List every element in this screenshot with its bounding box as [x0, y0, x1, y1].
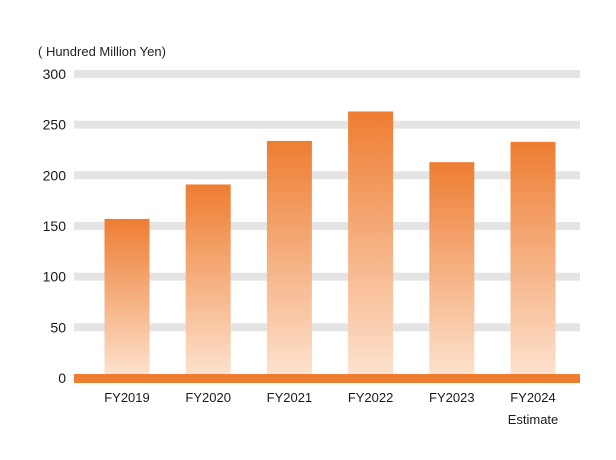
y-tick-label: 50	[50, 319, 66, 335]
bar	[429, 162, 475, 378]
x-axis-ticks: FY2019 FY2020 FY2021 FY2022 FY2023 FY2024 Esti…	[104, 390, 558, 427]
x-tick-label: FY2019	[104, 390, 150, 405]
bar	[510, 141, 556, 378]
grid-line	[74, 272, 580, 281]
x-tick-label: FY2020	[185, 390, 231, 405]
x-tick-label: FY2022	[348, 390, 394, 405]
y-tick-label: 150	[43, 218, 67, 234]
unit-label: ( Hundred Million Yen)	[38, 44, 166, 59]
y-tick-label: 200	[43, 167, 67, 183]
y-tick-label: 100	[43, 269, 67, 285]
bar	[185, 184, 231, 378]
bar	[104, 218, 150, 378]
baseline	[74, 374, 580, 383]
bars	[104, 111, 556, 378]
grid-line	[74, 323, 580, 332]
y-tick-label: 0	[58, 370, 66, 386]
x-tick-label: FY2023	[429, 390, 475, 405]
grid-lines	[74, 70, 580, 332]
y-tick-label: 250	[43, 117, 67, 133]
grid-line	[74, 120, 580, 129]
y-axis-ticks: 0 50 100 150 200 250 300	[43, 66, 67, 386]
x-tick-label: FY2024	[510, 390, 556, 405]
grid-line	[74, 70, 580, 78]
y-tick-label: 300	[43, 66, 67, 82]
x-tick-sublabel: Estimate	[508, 412, 559, 427]
zero-baseline	[74, 374, 580, 383]
x-tick-label: FY2021	[267, 390, 313, 405]
grid-line	[74, 222, 580, 230]
grid-line	[74, 171, 580, 180]
bar	[348, 111, 394, 378]
bar	[266, 140, 312, 378]
